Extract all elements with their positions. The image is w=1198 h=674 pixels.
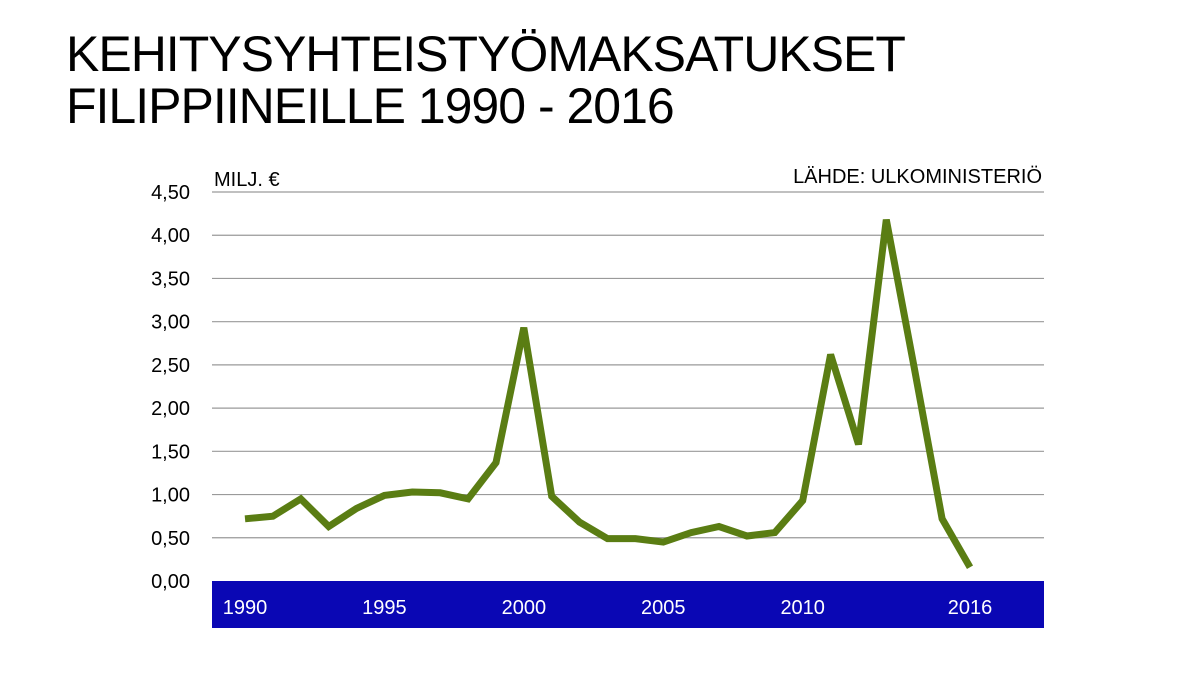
y-tick-label: 4,50	[151, 182, 190, 204]
series-line	[244, 219, 974, 569]
x-tick-labels: 1990 1995 2000 2005 2010 2016	[223, 597, 993, 619]
x-tick-label: 2000	[502, 597, 547, 619]
y-tick-label: 2,50	[151, 355, 190, 377]
y-tick-label: 0,50	[151, 528, 190, 550]
y-tick-label: 4,00	[151, 225, 190, 247]
x-axis-band	[212, 581, 1044, 628]
y-tick-label: 2,00	[151, 398, 190, 420]
y-tick-label: 0,00	[151, 571, 190, 593]
chart-title: KEHITYSYHTEISTYÖMAKSATUKSET FILIPPIINEIL…	[66, 26, 906, 134]
x-tick-label: 2005	[641, 597, 686, 619]
y-tick-labels: 0,00 0,50 1,00 1,50 2,00 2,50 3,00 3,50 4,00 4,50	[151, 182, 190, 593]
chart-title-line-2: FILIPPIINEILLE 1990 - 2016	[66, 78, 675, 134]
chart-title-line-1: KEHITYSYHTEISTYÖMAKSATUKSET	[66, 26, 906, 82]
y-axis-unit-label: MILJ. €	[214, 169, 280, 191]
x-tick-label: 2010	[780, 597, 825, 619]
y-tick-label: 1,00	[151, 485, 190, 507]
x-tick-label: 2016	[948, 597, 993, 619]
data-points	[244, 219, 971, 568]
x-tick-label: 1995	[362, 597, 407, 619]
x-tick-label: 1990	[223, 597, 268, 619]
y-tick-label: 3,50	[151, 268, 190, 290]
source-label: LÄHDE: ULKOMINISTERIÖ	[793, 166, 1042, 188]
y-tick-label: 3,00	[151, 312, 190, 334]
y-tick-label: 1,50	[151, 441, 190, 463]
grid-lines	[212, 191, 1044, 539]
